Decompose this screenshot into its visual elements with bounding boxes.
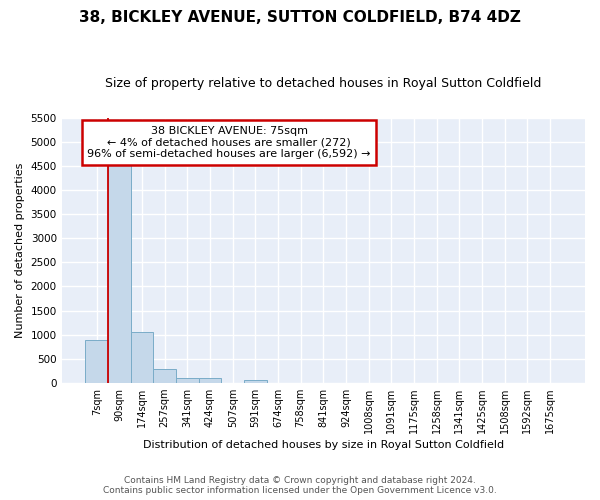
Text: 38 BICKLEY AVENUE: 75sqm
← 4% of detached houses are smaller (272)
96% of semi-d: 38 BICKLEY AVENUE: 75sqm ← 4% of detache… (88, 126, 371, 159)
Bar (131, 332, 154, 382)
Bar (244, 380, 266, 382)
X-axis label: Distribution of detached houses by size in Royal Sutton Coldfield: Distribution of detached houses by size … (143, 440, 504, 450)
Bar (108, 164, 131, 382)
Bar (85, 340, 108, 382)
Text: Contains HM Land Registry data © Crown copyright and database right 2024.
Contai: Contains HM Land Registry data © Crown c… (103, 476, 497, 495)
Bar (199, 378, 221, 382)
Y-axis label: Number of detached properties: Number of detached properties (15, 162, 25, 338)
Text: 38, BICKLEY AVENUE, SUTTON COLDFIELD, B74 4DZ: 38, BICKLEY AVENUE, SUTTON COLDFIELD, B7… (79, 10, 521, 25)
Bar (154, 368, 176, 382)
Bar (176, 378, 199, 382)
Title: Size of property relative to detached houses in Royal Sutton Coldfield: Size of property relative to detached ho… (105, 78, 542, 90)
